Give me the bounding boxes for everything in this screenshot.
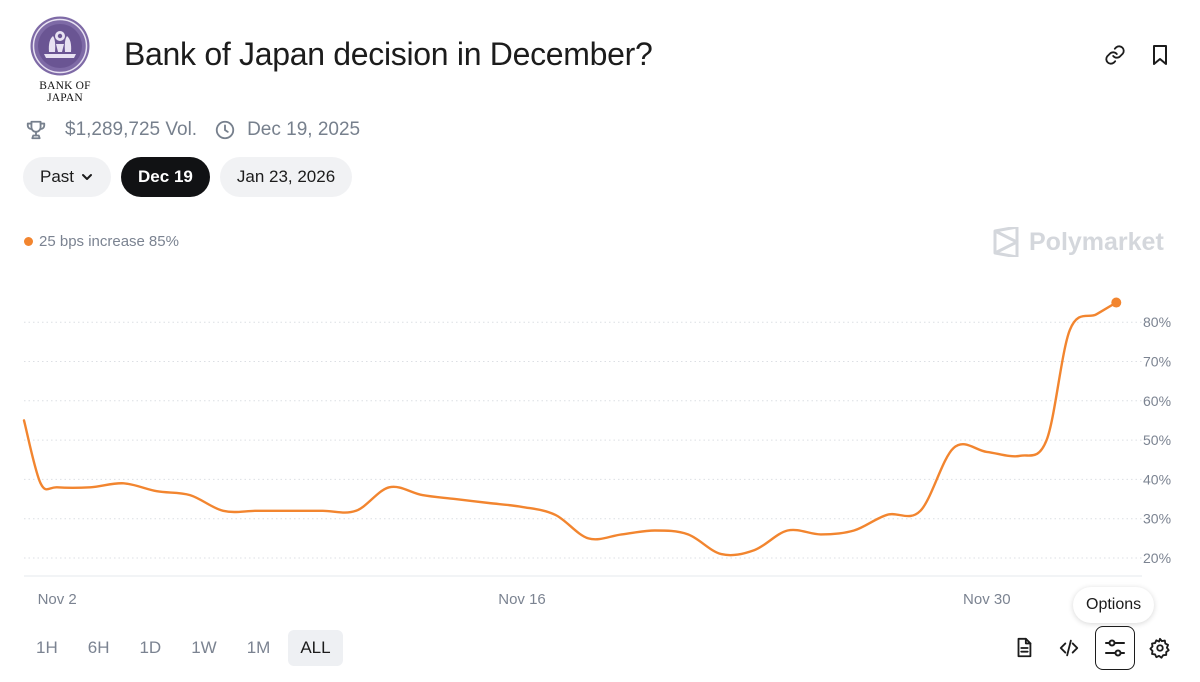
y-tick-label: 20%	[1143, 550, 1171, 566]
x-tick-label: Nov 30	[963, 591, 1011, 608]
time-range-selector: 1H 6H 1D 1W 1M ALL	[24, 630, 343, 666]
range-all[interactable]: ALL	[288, 630, 343, 666]
range-label: 1W	[191, 638, 217, 657]
code-icon[interactable]	[1049, 626, 1089, 670]
range-1m[interactable]: 1M	[235, 630, 283, 666]
date-tab-jan-23[interactable]: Jan 23, 2026	[219, 157, 353, 197]
date-tab-label: Jan 23, 2026	[236, 167, 336, 186]
y-tick-label: 70%	[1143, 354, 1171, 370]
volume-text: $1,289,725 Vol.	[65, 119, 198, 140]
date-tab-dec-19[interactable]: Dec 19	[121, 157, 210, 197]
range-label: ALL	[300, 638, 331, 657]
end-date-text: Dec 19, 2025	[247, 119, 361, 140]
range-label: 6H	[87, 638, 110, 657]
bookmark-icon[interactable]	[1147, 42, 1173, 68]
watermark-text: Polymarket	[1029, 227, 1164, 256]
legend-value: 85%	[148, 233, 179, 250]
range-6h[interactable]: 6H	[76, 630, 122, 666]
past-label: Past	[40, 167, 75, 186]
range-1w[interactable]: 1W	[179, 630, 229, 666]
date-tabs: Past Dec 19 Jan 23, 2026	[23, 157, 353, 197]
sliders-icon[interactable]	[1095, 626, 1135, 670]
y-tick-label: 50%	[1143, 432, 1171, 448]
trophy-icon	[24, 118, 48, 142]
logo-caption: BANK OF JAPAN	[39, 80, 91, 104]
range-label: 1D	[139, 638, 162, 657]
range-label: 1M	[246, 638, 271, 657]
clock-icon	[213, 118, 237, 142]
past-dropdown[interactable]: Past	[23, 157, 112, 197]
market-title: Bank of Japan decision in December?	[124, 36, 653, 72]
market-meta: $1,289,725 Vol. Dec 19, 2025	[24, 118, 360, 142]
y-tick-label: 40%	[1143, 471, 1171, 487]
range-1d[interactable]: 1D	[127, 630, 173, 666]
legend-label: 25 bps increase	[39, 233, 145, 250]
y-tick-label: 60%	[1143, 393, 1171, 409]
polymarket-watermark: Polymarket	[992, 227, 1164, 257]
link-icon[interactable]	[1102, 42, 1128, 68]
range-label: 1H	[36, 638, 58, 657]
bank-of-japan-seal	[30, 16, 90, 76]
series-endpoint	[1111, 297, 1122, 308]
bank-of-japan-logo: BANK OF JAPAN	[22, 14, 108, 104]
range-1h[interactable]: 1H	[24, 630, 70, 666]
options-tooltip: Options	[1073, 587, 1155, 623]
series-line	[22, 301, 1118, 557]
date-tab-label: Dec 19	[138, 167, 193, 186]
x-tick-label: Nov 2	[38, 591, 77, 608]
gear-icon[interactable]	[1140, 626, 1180, 670]
chart-legend: 25 bps increase 85%	[24, 233, 179, 250]
x-tick-label: Nov 16	[498, 591, 546, 608]
polymarket-logo-icon	[993, 227, 1019, 257]
document-icon[interactable]	[1004, 626, 1044, 670]
y-tick-label: 80%	[1143, 314, 1171, 330]
y-tick-label: 30%	[1143, 511, 1171, 527]
chevron-down-icon	[80, 170, 94, 184]
legend-dot	[24, 237, 33, 246]
